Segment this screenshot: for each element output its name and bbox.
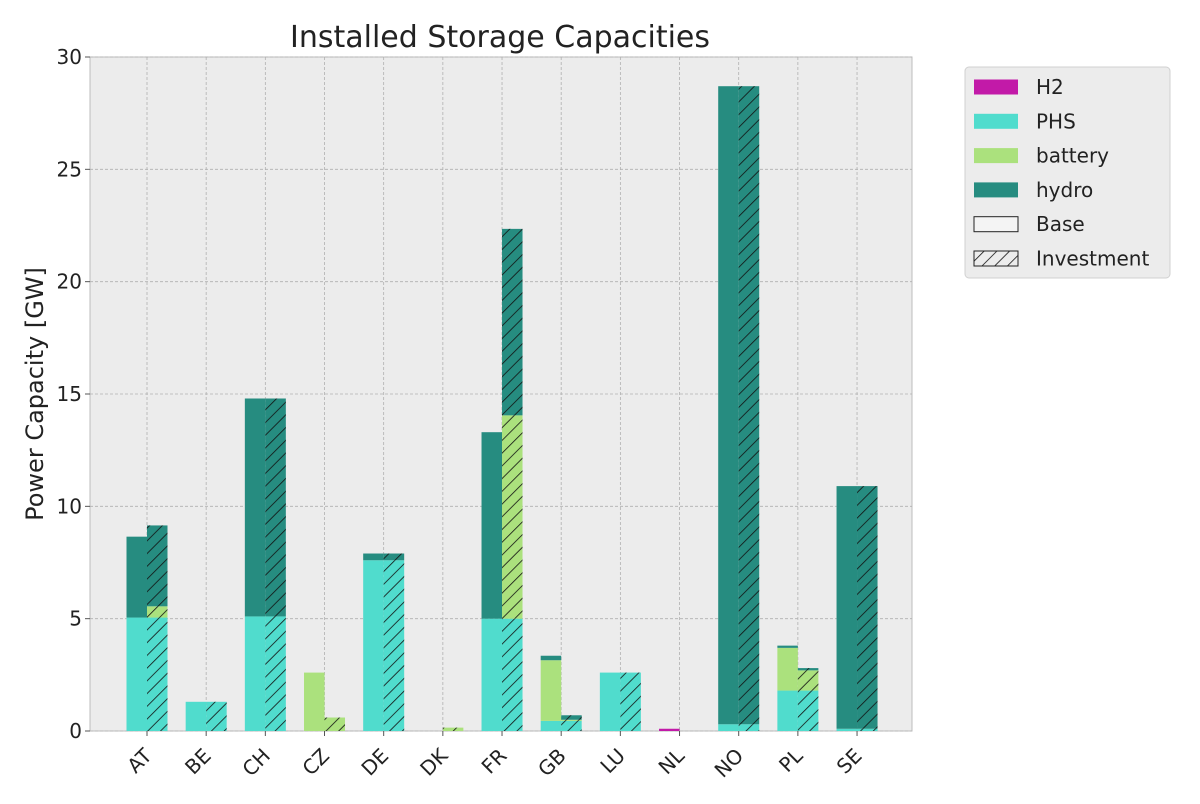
legend-swatch-battery bbox=[974, 148, 1018, 164]
x-tick-label: NL bbox=[654, 743, 690, 779]
bar-hatch-battery-GB bbox=[561, 719, 582, 721]
bar-hatch-battery-FR bbox=[502, 415, 523, 619]
bar-hatch-hydro-NO bbox=[738, 86, 760, 725]
bar-base-PHS-AT bbox=[126, 617, 147, 731]
x-tick-label: FR bbox=[477, 743, 512, 778]
legend-label: PHS bbox=[1036, 109, 1076, 133]
bar-base-PHS-CH bbox=[244, 616, 266, 731]
bar-base-PHS-FR bbox=[481, 618, 503, 731]
y-tick-label: 20 bbox=[57, 270, 82, 294]
bar-base-battery-PL bbox=[777, 647, 798, 691]
bar-base-H2-NL bbox=[659, 728, 680, 731]
legend: H2 PHS battery hydro Base Investment bbox=[964, 66, 1171, 279]
bar-hatch-battery-CZ bbox=[324, 717, 346, 731]
bar-base-PHS-PL bbox=[777, 690, 798, 731]
bar-hatch-battery-AT bbox=[147, 606, 168, 618]
bar-base-hydro-CH bbox=[244, 398, 266, 617]
legend-swatch-hydro bbox=[974, 182, 1018, 198]
bar-hatch-PHS-SE bbox=[857, 728, 878, 731]
legend-label: hydro bbox=[1036, 178, 1093, 202]
x-tick-label: GB bbox=[533, 744, 571, 782]
bar-hatch-PHS-GB bbox=[561, 720, 582, 731]
bar-base-PHS-NO bbox=[718, 724, 739, 731]
bar-base-hydro-SE bbox=[836, 486, 858, 729]
bar-hatch-PHS-DE bbox=[383, 560, 405, 731]
bar-hatch-hydro-DE bbox=[383, 553, 405, 561]
y-tick-label: 15 bbox=[57, 382, 82, 406]
legend-swatch-H2 bbox=[974, 79, 1018, 95]
x-tick-label: CH bbox=[237, 744, 274, 781]
bar-hatch-hydro-CH bbox=[265, 398, 286, 617]
bar-hatch-hydro-GB bbox=[561, 715, 582, 720]
bar-hatch-battery-DK bbox=[442, 727, 464, 731]
bar-hatch-PHS-AT bbox=[147, 617, 168, 731]
legend-label: Base bbox=[1036, 212, 1085, 236]
bar-hatch-hydro-AT bbox=[147, 525, 168, 607]
bar-base-PHS-BE bbox=[185, 701, 207, 731]
legend-label: battery bbox=[1036, 144, 1109, 168]
bar-group bbox=[126, 86, 878, 731]
x-tick-label: DE bbox=[356, 744, 393, 781]
bar-hatch-PHS-LU bbox=[620, 672, 641, 731]
bar-hatch-battery-PL bbox=[797, 670, 819, 691]
bar-hatch-hydro-PL bbox=[797, 668, 819, 671]
bar-base-hydro-PL bbox=[777, 645, 798, 648]
bar-base-hydro-AT bbox=[126, 536, 147, 618]
bar-base-hydro-FR bbox=[481, 432, 503, 619]
y-tick-label: 25 bbox=[57, 157, 82, 181]
y-axis-label: Power Capacity [GW] bbox=[21, 267, 49, 521]
legend-label: H2 bbox=[1036, 75, 1064, 99]
bar-hatch-PHS-PL bbox=[797, 690, 819, 731]
x-axis: AT BE CH CZ DE DK FR GB LU NL NO PL SE bbox=[122, 731, 867, 783]
bar-base-battery-GB bbox=[540, 660, 562, 721]
x-tick-label: CZ bbox=[298, 744, 335, 781]
legend-swatch-investment bbox=[973, 250, 1019, 267]
y-tick-label: 10 bbox=[57, 494, 82, 518]
bar-hatch-PHS-FR bbox=[502, 618, 523, 731]
x-tick-label: NO bbox=[710, 744, 749, 783]
y-tick-label: 0 bbox=[69, 719, 82, 743]
legend-label: Investment bbox=[1036, 247, 1149, 271]
y-tick-label: 30 bbox=[57, 45, 82, 69]
bar-hatch-hydro-FR bbox=[502, 228, 523, 416]
x-tick-label: AT bbox=[122, 743, 157, 778]
bar-base-battery-CZ bbox=[304, 672, 325, 731]
chart-title: Installed Storage Capacities bbox=[290, 20, 710, 55]
x-tick-label: SE bbox=[832, 744, 867, 779]
x-tick-label: DK bbox=[415, 743, 453, 781]
x-tick-label: PL bbox=[774, 743, 808, 777]
bar-hatch-PHS-BE bbox=[206, 701, 227, 731]
y-tick-label: 5 bbox=[69, 607, 82, 631]
bar-base-PHS-SE bbox=[836, 728, 858, 731]
legend-swatch-base bbox=[973, 216, 1019, 233]
y-axis: 0 5 10 15 20 25 30 bbox=[57, 45, 90, 743]
bar-hatch-PHS-NO bbox=[738, 724, 760, 731]
bar-hatch-PHS-CH bbox=[265, 616, 286, 731]
bar-base-hydro-NO bbox=[718, 86, 739, 725]
bar-base-PHS-DE bbox=[363, 560, 384, 731]
bar-base-PHS-GB bbox=[540, 720, 562, 731]
x-tick-label: BE bbox=[180, 744, 216, 780]
bar-base-hydro-GB bbox=[540, 655, 562, 661]
bar-hatch-hydro-SE bbox=[857, 486, 878, 729]
bar-base-hydro-DE bbox=[363, 553, 384, 561]
legend-swatch-PHS bbox=[974, 113, 1018, 129]
x-tick-label: LU bbox=[595, 744, 630, 779]
bar-base-PHS-LU bbox=[599, 672, 621, 731]
